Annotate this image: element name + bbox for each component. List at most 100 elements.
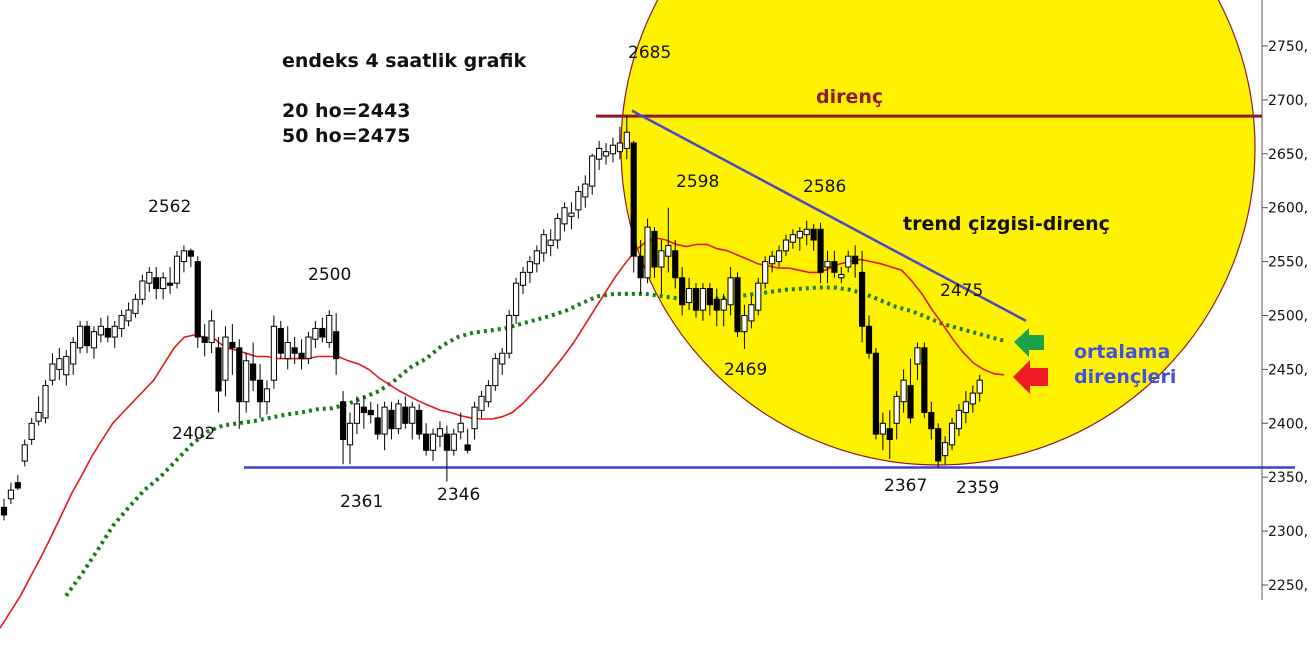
candle-up — [838, 274, 845, 279]
price-label-2402: 2402 — [172, 424, 215, 444]
y-tick-label: 2350, — [1268, 470, 1308, 486]
candle-up — [609, 144, 617, 155]
candle-up — [485, 385, 492, 403]
y-tick-label: 2500, — [1268, 309, 1308, 325]
candle-up — [893, 395, 900, 424]
candle-down — [651, 230, 658, 268]
y-tick-label: 2700, — [1268, 93, 1308, 109]
candle-down — [872, 352, 880, 435]
candle-up — [976, 379, 983, 394]
candle-up — [942, 442, 949, 457]
candle-up — [506, 315, 513, 354]
y-tick-label: 2600, — [1268, 201, 1308, 217]
candle-up — [602, 151, 610, 157]
red-arrow-icon — [1013, 360, 1048, 394]
candle-down — [672, 250, 679, 279]
candle-down — [706, 288, 713, 306]
candle-up — [146, 271, 153, 284]
candle-down — [250, 363, 257, 381]
y-tick-label: 2300, — [1268, 524, 1308, 540]
candle-up — [353, 403, 361, 424]
candle-down — [229, 341, 236, 349]
candle-down — [858, 271, 866, 327]
candle-up — [955, 409, 963, 430]
candle-down — [319, 327, 326, 338]
candle-up — [263, 388, 271, 403]
candle-down — [630, 142, 637, 257]
candles — [0, 116, 983, 521]
candle-up — [56, 358, 63, 370]
candle-down — [0, 506, 8, 516]
candle-up — [658, 250, 665, 268]
price-label-2500: 2500 — [308, 265, 351, 285]
candle-down — [256, 379, 264, 403]
price-label-2346: 2346 — [437, 485, 480, 505]
candle-up — [180, 250, 188, 263]
candle-up — [77, 325, 84, 349]
candle-up — [208, 320, 215, 343]
candle-up — [775, 250, 783, 263]
candle-up — [35, 412, 42, 422]
candle-down — [817, 228, 824, 273]
candle-up — [118, 315, 125, 329]
candle-up — [70, 341, 77, 365]
candle-up — [582, 183, 589, 198]
candle-up — [125, 309, 132, 322]
candle-up — [139, 280, 146, 300]
candle-down — [374, 417, 381, 435]
candle-down — [921, 347, 928, 414]
candle-up — [457, 422, 464, 433]
candle-down — [14, 482, 21, 489]
y-tick-label: 2750, — [1268, 39, 1308, 55]
candle-down — [153, 277, 160, 290]
candle-up — [879, 422, 886, 435]
candle-down — [194, 261, 201, 338]
price-label-2598: 2598 — [676, 172, 719, 192]
candle-down — [416, 409, 423, 435]
candle-down — [201, 336, 208, 343]
candle-up — [346, 422, 354, 446]
candle-down — [339, 401, 347, 440]
resistance-label: direnç — [816, 86, 883, 108]
candle-up — [789, 234, 796, 243]
candle-up — [589, 155, 596, 187]
candle-up — [90, 331, 98, 349]
candle-up — [305, 336, 312, 360]
candle-up — [616, 142, 623, 153]
candle-down — [83, 325, 91, 347]
ma-resistance-label-2: dirençleri — [1074, 366, 1176, 388]
ma50-line — [64, 285, 1007, 597]
candle-up — [270, 325, 277, 381]
price-axis-ticks: 2750, 2700, 2650, 2600, 2550, 2500, 2450, 2400,… — [1262, 39, 1308, 594]
candle-up — [160, 277, 167, 290]
green-arrow-icon — [1014, 328, 1044, 357]
candle-up — [492, 358, 499, 387]
candle-up — [727, 277, 734, 306]
candle-up — [132, 298, 139, 314]
candle-up — [561, 207, 568, 225]
candle-down — [679, 277, 686, 306]
candle-up — [111, 325, 118, 338]
y-tick-label: 2550, — [1268, 255, 1308, 271]
candle-down — [277, 327, 284, 354]
chart-title: endeks 4 saatlik grafik — [282, 50, 526, 72]
candle-up — [796, 230, 803, 239]
candle-down — [215, 347, 222, 392]
candle-up — [644, 226, 651, 279]
candle-up — [499, 352, 506, 365]
price-label-2685: 2685 — [628, 43, 671, 63]
candle-up — [395, 403, 402, 430]
candle-down — [713, 298, 720, 311]
candle-up — [512, 282, 520, 317]
candle-up — [7, 489, 15, 500]
candle-down — [104, 327, 111, 338]
candle-down — [831, 261, 838, 273]
y-tick-label: 2400, — [1268, 416, 1308, 432]
candle-down — [464, 444, 471, 451]
ma50-note: 50 ho=2475 — [282, 125, 410, 147]
candle-up — [312, 327, 319, 340]
candle-up — [381, 406, 388, 435]
trend-line — [631, 109, 1027, 322]
candle-up — [436, 428, 444, 437]
